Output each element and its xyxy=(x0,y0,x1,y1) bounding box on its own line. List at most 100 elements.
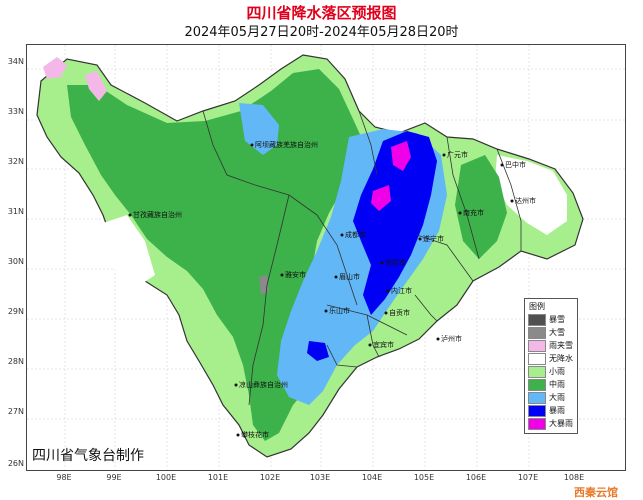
latitude-label: 26N xyxy=(7,459,24,468)
city-label: 巴中市 xyxy=(505,160,526,169)
moderate-rain-east xyxy=(455,155,507,259)
city-label: 自贡市 xyxy=(389,308,410,317)
city-marker xyxy=(234,383,238,387)
city-label: 乐山市 xyxy=(329,306,350,315)
legend-title: 图例 xyxy=(529,302,545,311)
legend-swatch xyxy=(528,352,546,365)
legend-swatch xyxy=(528,365,546,378)
forecast-period: 2024年05月27日20时-2024年05月28日20时 xyxy=(184,25,459,40)
city-marker xyxy=(386,289,390,293)
longitude-label: 108E xyxy=(563,473,585,482)
legend-label: 大暴雨 xyxy=(549,419,573,428)
legend-label: 小雨 xyxy=(549,367,565,376)
legend-item: 小雨 xyxy=(525,365,577,378)
legend-swatch xyxy=(528,378,546,391)
legend-item: 中雨 xyxy=(525,378,577,391)
latitude-label: 29N xyxy=(7,307,24,316)
legend-label: 暴雪 xyxy=(549,315,565,324)
city-label: 阿坝藏族羌族自治州 xyxy=(255,140,318,149)
city-marker xyxy=(500,163,504,167)
city-marker xyxy=(458,211,462,215)
issuer-credit: 四川省气象台制作 xyxy=(32,448,144,464)
city-label: 成都市 xyxy=(345,230,366,239)
city-boundaries xyxy=(202,110,522,406)
sleet-area xyxy=(43,57,67,79)
city-marker xyxy=(334,275,338,279)
city-marker xyxy=(128,213,132,217)
legend-swatch xyxy=(528,391,546,404)
longitude-label: 107E xyxy=(517,473,539,482)
latitude-label: 34N xyxy=(7,57,24,66)
legend-swatch xyxy=(528,326,546,339)
longitude-label: 106E xyxy=(465,473,487,482)
latitude-label: 32N xyxy=(7,157,24,166)
city-marker xyxy=(280,273,284,277)
city-label: 资阳市 xyxy=(385,258,406,267)
rainstorm-small xyxy=(307,341,329,361)
city-label: 内江市 xyxy=(391,286,412,295)
city-label: 广元市 xyxy=(447,150,468,159)
city-label: 凉山彝族自治州 xyxy=(239,380,288,389)
legend-swatch xyxy=(528,417,546,430)
map-title: 四川省降水落区预报图 xyxy=(246,4,397,22)
heavy-rainstorm-area xyxy=(391,141,411,171)
city-label: 攀枝花市 xyxy=(241,430,269,439)
legend-label: 暴雨 xyxy=(549,406,565,415)
legend-item: 暴雪 xyxy=(525,313,577,326)
legend-item: 大雪 xyxy=(525,326,577,339)
city-label: 遂宁市 xyxy=(423,234,444,243)
city-label: 雅安市 xyxy=(285,270,306,279)
legend-label: 中雨 xyxy=(549,380,565,389)
legend-item: 暴雨 xyxy=(525,404,577,417)
city-label: 眉山市 xyxy=(339,272,360,281)
rainstorm-area xyxy=(353,131,437,315)
legend-swatch xyxy=(528,313,546,326)
legend-item: 无降水 xyxy=(525,352,577,365)
watermark-logo: 西秦云馆 xyxy=(574,486,618,499)
city-label: 达州市 xyxy=(515,196,536,205)
longitude-label: 99E xyxy=(106,473,122,482)
legend-label: 大雨 xyxy=(549,393,565,402)
longitude-label: 100E xyxy=(155,473,177,482)
legend-label: 雨夹雪 xyxy=(549,341,573,350)
precipitation-map: 阿坝藏族羌族自治州 广元市 巴中市 达州市 南充市 遂宁市 甘孜藏族自治州 成都市 雅安市 眉山市… xyxy=(26,44,626,471)
legend-label: 无降水 xyxy=(549,354,573,363)
latitude-label: 33N xyxy=(7,107,24,116)
latitude-label: 31N xyxy=(7,207,24,216)
heavy-rainstorm-area-2 xyxy=(371,185,391,211)
no-rain-west xyxy=(97,215,155,287)
no-rain-northeast xyxy=(495,155,567,235)
longitude-label: 103E xyxy=(309,473,331,482)
longitude-label: 104E xyxy=(361,473,383,482)
city-marker xyxy=(324,309,328,313)
heavy-rain-area xyxy=(239,103,279,155)
city-marker xyxy=(340,233,344,237)
city-marker xyxy=(418,237,422,241)
legend-label: 大雪 xyxy=(549,328,565,337)
latitude-label: 28N xyxy=(7,357,24,366)
city-marker xyxy=(250,143,254,147)
sleet-area-2 xyxy=(85,71,107,101)
legend-swatch xyxy=(528,339,546,352)
legend-item: 雨夹雪 xyxy=(525,339,577,352)
city-marker xyxy=(436,337,440,341)
longitude-label: 102E xyxy=(259,473,281,482)
city-label: 宜宾市 xyxy=(373,340,394,349)
longitude-label: 105E xyxy=(413,473,435,482)
legend-swatch xyxy=(528,404,546,417)
latitude-label: 27N xyxy=(7,407,24,416)
longitude-label: 101E xyxy=(207,473,229,482)
longitude-label: 98E xyxy=(56,473,72,482)
city-marker xyxy=(442,153,446,157)
legend-item: 大雨 xyxy=(525,391,577,404)
city-marker xyxy=(510,199,514,203)
city-marker xyxy=(380,261,384,265)
city-marker xyxy=(384,311,388,315)
legend-item: 大暴雨 xyxy=(525,417,577,430)
city-label: 南充市 xyxy=(463,208,484,217)
city-marker xyxy=(236,433,240,437)
city-label: 泸州市 xyxy=(441,334,462,343)
latitude-label: 30N xyxy=(7,257,24,266)
